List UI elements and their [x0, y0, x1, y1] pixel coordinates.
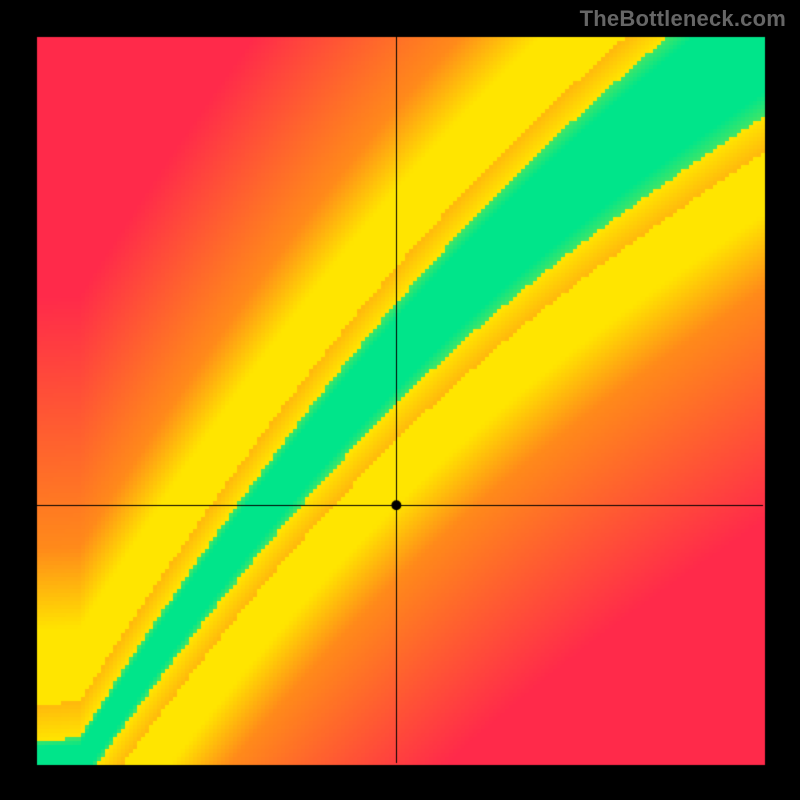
watermark-text: TheBottleneck.com	[580, 6, 786, 32]
bottleneck-heatmap-canvas	[0, 0, 800, 800]
